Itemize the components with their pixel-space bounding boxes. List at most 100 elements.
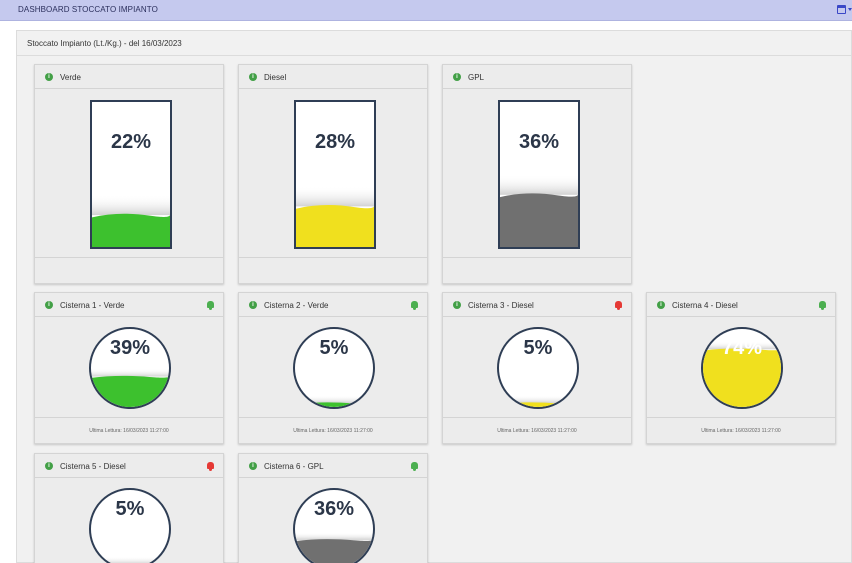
card-footer: Ultima Lettura: 16/03/2023 11:27:00: [239, 417, 427, 443]
percent-label: 36%: [518, 131, 560, 153]
circle-fill: [91, 368, 169, 407]
liquid-level: [499, 402, 577, 407]
percent-label: 28%: [314, 131, 356, 153]
last-reading: Ultima Lettura: 16/03/2023 11:27:00: [497, 428, 577, 434]
bell-icon[interactable]: [411, 301, 418, 310]
card-title: Cisterna 2 - Verde: [264, 301, 329, 310]
circle-gauge: 5%: [497, 327, 579, 409]
percent-label: 74%: [721, 337, 763, 359]
circle-gauge: 74%: [701, 327, 783, 409]
card-title: Verde: [60, 73, 81, 82]
panel-header: Stoccato Impianto (Lt./Kg.) - del 16/03/…: [17, 31, 851, 56]
bell-icon[interactable]: [207, 301, 214, 310]
info-icon[interactable]: i: [45, 462, 53, 470]
info-icon[interactable]: i: [249, 73, 257, 81]
info-icon[interactable]: i: [249, 301, 257, 309]
total-card-gpl: i GPL 36%: [442, 64, 632, 284]
card-footer: Ultima Lettura: 16/03/2023 11:27:00: [443, 417, 631, 443]
card-header: i Cisterna 1 - Verde: [35, 293, 223, 317]
card-title: Cisterna 3 - Diesel: [468, 301, 534, 310]
card-header: i Verde: [35, 65, 223, 89]
panel-title: Stoccato Impianto (Lt./Kg.) - del 16/03/…: [27, 39, 182, 48]
card-header: i Cisterna 5 - Diesel: [35, 454, 223, 478]
circle-fill: [295, 395, 373, 407]
cistern-card-6: i Cisterna 6 - GPL 36%: [238, 453, 428, 563]
card-title: Cisterna 4 - Diesel: [672, 301, 738, 310]
liquid-shade: [295, 532, 373, 540]
card-footer: [443, 257, 631, 283]
percent-label: 36%: [313, 498, 355, 520]
card-footer: [239, 257, 427, 283]
card-footer: [35, 257, 223, 283]
info-icon[interactable]: i: [453, 301, 461, 309]
liquid-shade: [703, 341, 781, 350]
liquid-shade: [92, 194, 170, 216]
total-card-diesel: i Diesel 28%: [238, 64, 428, 284]
tank-gauge: 36%: [498, 100, 580, 249]
card-footer: Ultima Lettura: 16/03/2023 11:27:00: [35, 417, 223, 443]
tank-fill: [500, 174, 578, 247]
liquid-level: [500, 193, 578, 247]
cistern-card-5: i Cisterna 5 - Diesel 5%: [34, 453, 224, 563]
liquid-shade: [499, 395, 577, 404]
liquid-shade: [296, 186, 374, 207]
circle-gauge: 5%: [89, 488, 171, 563]
percent-label: 22%: [110, 131, 152, 153]
info-icon[interactable]: i: [45, 301, 53, 309]
circle-gauge: 39%: [89, 327, 171, 409]
dashboard-title: DASHBOARD STOCCATO IMPIANTO: [18, 5, 158, 14]
bell-icon[interactable]: [819, 301, 826, 310]
percent-label: 39%: [109, 337, 151, 359]
percent-label: 5%: [319, 337, 349, 359]
bell-icon[interactable]: [411, 462, 418, 471]
liquid-level: [296, 205, 374, 247]
liquid-level: [92, 213, 170, 247]
percent-label: 5%: [523, 337, 553, 359]
liquid-level: [295, 402, 373, 407]
cistern-card-2: i Cisterna 2 - Verde 5% Ultima Lettura: …: [238, 292, 428, 444]
percent-label: 5%: [115, 498, 145, 520]
cistern-card-1: i Cisterna 1 - Verde 39% Ultima Lettura:…: [34, 292, 224, 444]
card-header: i Cisterna 2 - Verde: [239, 293, 427, 317]
card-header: i Diesel: [239, 65, 427, 89]
card-title: Diesel: [264, 73, 287, 82]
liquid-level: [295, 539, 373, 563]
card-header: i Cisterna 6 - GPL: [239, 454, 427, 478]
liquid-shade: [91, 556, 169, 563]
card-title: Cisterna 5 - Diesel: [60, 462, 126, 471]
card-header: i GPL: [443, 65, 631, 89]
calendar-icon[interactable]: [837, 5, 846, 14]
chevron-down-icon[interactable]: [848, 8, 852, 11]
tank-gauge: 28%: [294, 100, 376, 249]
bell-icon[interactable]: [615, 301, 622, 310]
last-reading: Ultima Lettura: 16/03/2023 11:27:00: [89, 428, 169, 434]
info-icon[interactable]: i: [657, 301, 665, 309]
total-card-verde: i Verde 22%: [34, 64, 224, 284]
last-reading: Ultima Lettura: 16/03/2023 11:27:00: [701, 428, 781, 434]
info-icon[interactable]: i: [45, 73, 53, 81]
card-title: GPL: [468, 73, 485, 82]
liquid-shade: [91, 368, 169, 377]
circle-gauge: 36%: [293, 488, 375, 563]
cistern-card-3: i Cisterna 3 - Diesel 5% Ultima Lettura:…: [442, 292, 632, 444]
liquid-shade: [500, 174, 578, 195]
card-footer: Ultima Lettura: 16/03/2023 11:27:00: [647, 417, 835, 443]
tank-fill: [92, 194, 170, 247]
card-title: Cisterna 1 - Verde: [60, 301, 125, 310]
storage-panel: Stoccato Impianto (Lt./Kg.) - del 16/03/…: [16, 30, 852, 563]
circle-fill: [499, 395, 577, 407]
liquid-level: [703, 348, 781, 407]
circle-fill: [91, 556, 169, 563]
circle-gauge: 5%: [293, 327, 375, 409]
top-bar: DASHBOARD STOCCATO IMPIANTO: [0, 0, 852, 21]
circle-fill: [703, 341, 781, 407]
bell-icon[interactable]: [207, 462, 214, 471]
card-header: i Cisterna 4 - Diesel: [647, 293, 835, 317]
last-reading: Ultima Lettura: 16/03/2023 11:27:00: [293, 428, 373, 434]
card-title: Cisterna 6 - GPL: [264, 462, 324, 471]
card-header: i Cisterna 3 - Diesel: [443, 293, 631, 317]
liquid-level: [91, 375, 169, 407]
liquid-shade: [295, 395, 373, 404]
info-icon[interactable]: i: [453, 73, 461, 81]
info-icon[interactable]: i: [249, 462, 257, 470]
